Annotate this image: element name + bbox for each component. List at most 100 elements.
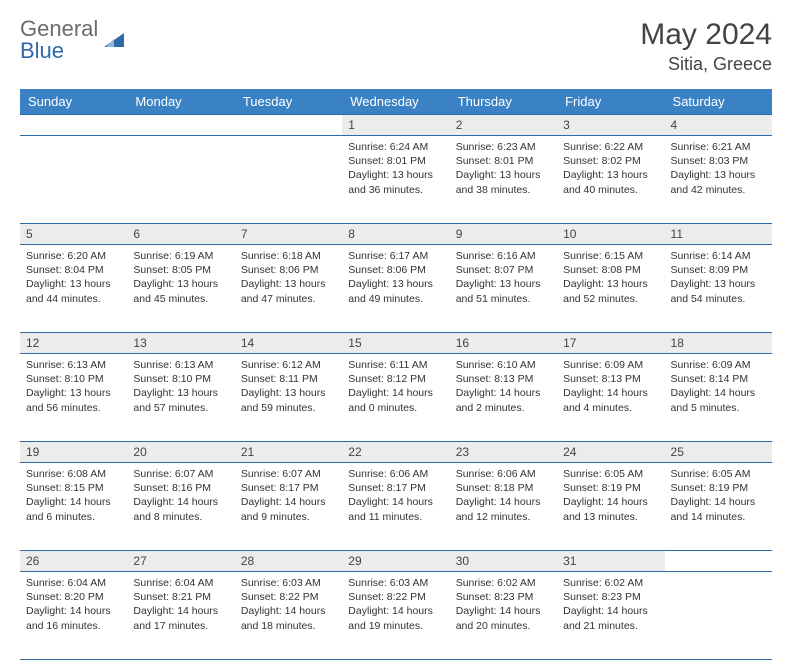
day-details: Sunrise: 6:05 AMSunset: 8:19 PMDaylight:… [557, 463, 664, 530]
day-details: Sunrise: 6:23 AMSunset: 8:01 PMDaylight:… [450, 136, 557, 203]
weekday-header: Monday [127, 89, 234, 115]
location: Sitia, Greece [640, 54, 772, 75]
day-content-cell: Sunrise: 6:12 AMSunset: 8:11 PMDaylight:… [235, 354, 342, 442]
day-number-cell: 11 [665, 224, 772, 245]
month-title: May 2024 [640, 18, 772, 52]
calendar-body: 1234Sunrise: 6:24 AMSunset: 8:01 PMDayli… [20, 115, 772, 660]
day-number-cell: 29 [342, 551, 449, 572]
day-content-cell: Sunrise: 6:20 AMSunset: 8:04 PMDaylight:… [20, 245, 127, 333]
day-number-cell [665, 551, 772, 572]
week-row: Sunrise: 6:13 AMSunset: 8:10 PMDaylight:… [20, 354, 772, 442]
day-content-cell [127, 136, 234, 224]
day-content-cell: Sunrise: 6:15 AMSunset: 8:08 PMDaylight:… [557, 245, 664, 333]
day-number-cell: 31 [557, 551, 664, 572]
day-details: Sunrise: 6:17 AMSunset: 8:06 PMDaylight:… [342, 245, 449, 312]
day-number-cell: 28 [235, 551, 342, 572]
day-details: Sunrise: 6:03 AMSunset: 8:22 PMDaylight:… [235, 572, 342, 639]
day-details: Sunrise: 6:16 AMSunset: 8:07 PMDaylight:… [450, 245, 557, 312]
day-details: Sunrise: 6:07 AMSunset: 8:17 PMDaylight:… [235, 463, 342, 530]
day-number-cell [127, 115, 234, 136]
day-number-cell: 1 [342, 115, 449, 136]
day-number-cell: 19 [20, 442, 127, 463]
daynum-row: 19202122232425 [20, 442, 772, 463]
logo-triangle-icon [104, 33, 126, 49]
day-details: Sunrise: 6:12 AMSunset: 8:11 PMDaylight:… [235, 354, 342, 421]
day-number-cell: 2 [450, 115, 557, 136]
day-details: Sunrise: 6:22 AMSunset: 8:02 PMDaylight:… [557, 136, 664, 203]
day-number-cell: 6 [127, 224, 234, 245]
day-number-cell: 9 [450, 224, 557, 245]
day-content-cell: Sunrise: 6:06 AMSunset: 8:18 PMDaylight:… [450, 463, 557, 551]
day-number-cell: 5 [20, 224, 127, 245]
day-content-cell: Sunrise: 6:19 AMSunset: 8:05 PMDaylight:… [127, 245, 234, 333]
day-number-cell: 21 [235, 442, 342, 463]
day-content-cell: Sunrise: 6:07 AMSunset: 8:17 PMDaylight:… [235, 463, 342, 551]
day-details: Sunrise: 6:13 AMSunset: 8:10 PMDaylight:… [127, 354, 234, 421]
day-content-cell: Sunrise: 6:10 AMSunset: 8:13 PMDaylight:… [450, 354, 557, 442]
day-content-cell: Sunrise: 6:11 AMSunset: 8:12 PMDaylight:… [342, 354, 449, 442]
day-details: Sunrise: 6:07 AMSunset: 8:16 PMDaylight:… [127, 463, 234, 530]
day-content-cell [665, 572, 772, 660]
weekday-header: Thursday [450, 89, 557, 115]
day-details: Sunrise: 6:24 AMSunset: 8:01 PMDaylight:… [342, 136, 449, 203]
day-content-cell: Sunrise: 6:04 AMSunset: 8:21 PMDaylight:… [127, 572, 234, 660]
day-content-cell: Sunrise: 6:22 AMSunset: 8:02 PMDaylight:… [557, 136, 664, 224]
day-content-cell: Sunrise: 6:03 AMSunset: 8:22 PMDaylight:… [235, 572, 342, 660]
day-content-cell: Sunrise: 6:05 AMSunset: 8:19 PMDaylight:… [665, 463, 772, 551]
day-number-cell: 14 [235, 333, 342, 354]
day-content-cell [235, 136, 342, 224]
day-number-cell: 3 [557, 115, 664, 136]
day-number-cell: 20 [127, 442, 234, 463]
day-details: Sunrise: 6:06 AMSunset: 8:18 PMDaylight:… [450, 463, 557, 530]
day-details: Sunrise: 6:05 AMSunset: 8:19 PMDaylight:… [665, 463, 772, 530]
weekday-header: Sunday [20, 89, 127, 115]
day-content-cell: Sunrise: 6:18 AMSunset: 8:06 PMDaylight:… [235, 245, 342, 333]
daynum-row: 262728293031 [20, 551, 772, 572]
day-details: Sunrise: 6:14 AMSunset: 8:09 PMDaylight:… [665, 245, 772, 312]
day-details: Sunrise: 6:21 AMSunset: 8:03 PMDaylight:… [665, 136, 772, 203]
day-content-cell: Sunrise: 6:13 AMSunset: 8:10 PMDaylight:… [20, 354, 127, 442]
day-details: Sunrise: 6:20 AMSunset: 8:04 PMDaylight:… [20, 245, 127, 312]
weekday-header: Tuesday [235, 89, 342, 115]
day-content-cell: Sunrise: 6:13 AMSunset: 8:10 PMDaylight:… [127, 354, 234, 442]
day-number-cell: 7 [235, 224, 342, 245]
weekday-header: Friday [557, 89, 664, 115]
day-content-cell: Sunrise: 6:17 AMSunset: 8:06 PMDaylight:… [342, 245, 449, 333]
day-number-cell: 12 [20, 333, 127, 354]
day-number-cell: 22 [342, 442, 449, 463]
day-content-cell: Sunrise: 6:09 AMSunset: 8:13 PMDaylight:… [557, 354, 664, 442]
title-block: May 2024 Sitia, Greece [640, 18, 772, 75]
day-details: Sunrise: 6:02 AMSunset: 8:23 PMDaylight:… [450, 572, 557, 639]
calendar-page: General Blue May 2024 Sitia, Greece Sund… [0, 0, 792, 660]
day-details: Sunrise: 6:03 AMSunset: 8:22 PMDaylight:… [342, 572, 449, 639]
day-content-cell: Sunrise: 6:04 AMSunset: 8:20 PMDaylight:… [20, 572, 127, 660]
week-row: Sunrise: 6:24 AMSunset: 8:01 PMDaylight:… [20, 136, 772, 224]
daynum-row: 567891011 [20, 224, 772, 245]
calendar-grid: SundayMondayTuesdayWednesdayThursdayFrid… [20, 89, 772, 660]
day-content-cell: Sunrise: 6:21 AMSunset: 8:03 PMDaylight:… [665, 136, 772, 224]
day-content-cell: Sunrise: 6:16 AMSunset: 8:07 PMDaylight:… [450, 245, 557, 333]
day-content-cell: Sunrise: 6:05 AMSunset: 8:19 PMDaylight:… [557, 463, 664, 551]
day-details: Sunrise: 6:02 AMSunset: 8:23 PMDaylight:… [557, 572, 664, 639]
day-details: Sunrise: 6:13 AMSunset: 8:10 PMDaylight:… [20, 354, 127, 421]
day-number-cell: 16 [450, 333, 557, 354]
day-details: Sunrise: 6:10 AMSunset: 8:13 PMDaylight:… [450, 354, 557, 421]
day-number-cell: 15 [342, 333, 449, 354]
week-row: Sunrise: 6:20 AMSunset: 8:04 PMDaylight:… [20, 245, 772, 333]
day-content-cell: Sunrise: 6:08 AMSunset: 8:15 PMDaylight:… [20, 463, 127, 551]
day-content-cell: Sunrise: 6:02 AMSunset: 8:23 PMDaylight:… [450, 572, 557, 660]
week-row: Sunrise: 6:08 AMSunset: 8:15 PMDaylight:… [20, 463, 772, 551]
day-details: Sunrise: 6:08 AMSunset: 8:15 PMDaylight:… [20, 463, 127, 530]
day-details: Sunrise: 6:18 AMSunset: 8:06 PMDaylight:… [235, 245, 342, 312]
logo: General Blue [20, 18, 126, 62]
day-content-cell: Sunrise: 6:03 AMSunset: 8:22 PMDaylight:… [342, 572, 449, 660]
day-number-cell [235, 115, 342, 136]
day-number-cell: 25 [665, 442, 772, 463]
day-number-cell: 8 [342, 224, 449, 245]
day-number-cell: 27 [127, 551, 234, 572]
weekday-header: Saturday [665, 89, 772, 115]
day-number-cell: 10 [557, 224, 664, 245]
day-content-cell: Sunrise: 6:23 AMSunset: 8:01 PMDaylight:… [450, 136, 557, 224]
day-number-cell: 17 [557, 333, 664, 354]
week-row: Sunrise: 6:04 AMSunset: 8:20 PMDaylight:… [20, 572, 772, 660]
